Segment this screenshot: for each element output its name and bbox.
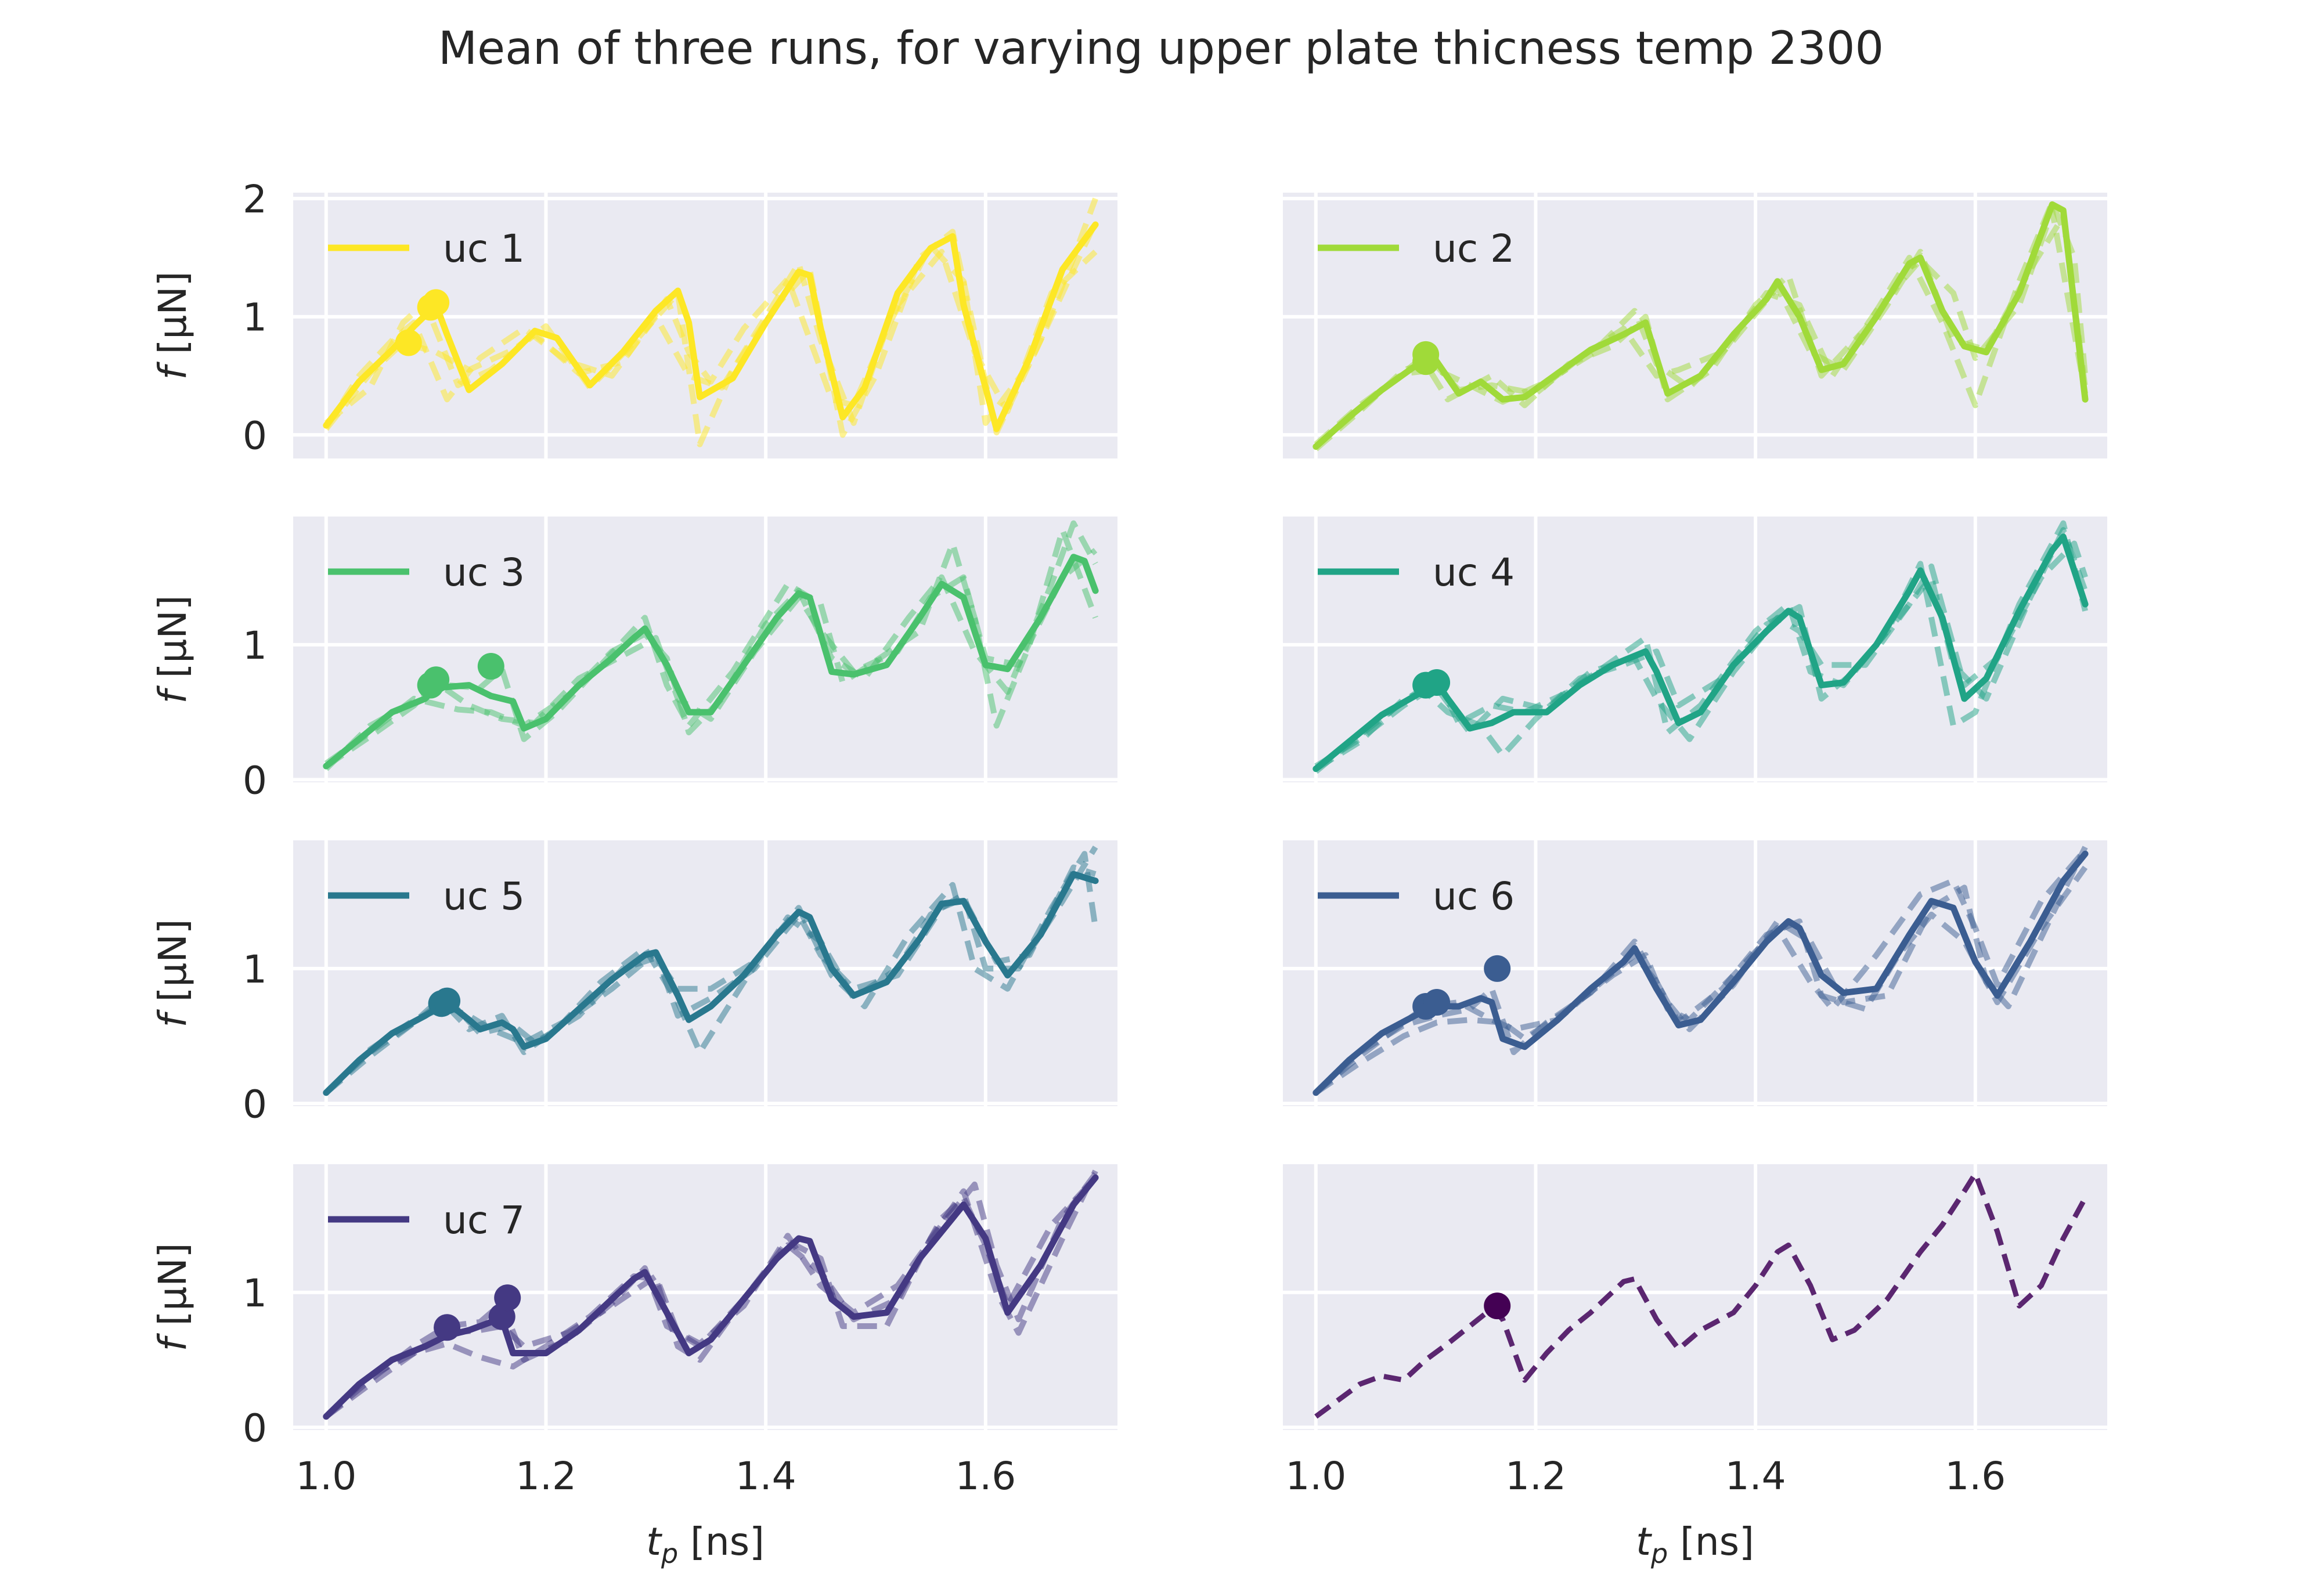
panel-row4-right: 1.0 1.2 1.4 1.6 tp [ns] [1283, 1164, 2107, 1569]
series-group [323, 520, 1099, 771]
y-axis-label: f [μN] [150, 1243, 195, 1351]
legend: uc 7 [328, 1198, 525, 1243]
legend: uc 4 [1318, 550, 1515, 595]
x-tick-label: 1.6 [1945, 1454, 2006, 1498]
fracture-marker [434, 987, 461, 1014]
fracture-marker [434, 1314, 461, 1341]
panels: 0 1 2 f [μN] uc 1 uc 2 0 1 f [μN] uc 3 uc 4 0 1 f [μN… [150, 177, 2107, 1569]
mean-line [1313, 850, 2089, 1096]
y-tick-label: 1 [243, 947, 267, 992]
panel-row1-right: uc 2 [1283, 193, 2107, 458]
fracture-marker [423, 666, 450, 694]
x-tick-label: 1.2 [515, 1454, 576, 1498]
y-tick-label: 0 [243, 1082, 267, 1126]
y-tick-label: 0 [243, 1406, 267, 1450]
y-tick-label: 2 [243, 177, 267, 222]
fracture-marker [1412, 341, 1440, 368]
panel-row4-left: 0 1 f [μN] 1.0 1.2 1.4 1.6 tp [ns] uc 7 [150, 1164, 1117, 1569]
run-3-line [324, 548, 1098, 769]
legend-label: uc 7 [443, 1198, 525, 1243]
plot-area [293, 1164, 1117, 1430]
x-axis-label: tp [ns] [1636, 1519, 1754, 1569]
run-1-line [323, 197, 1098, 447]
mean-all-dashed-line [1314, 1171, 2088, 1419]
series-group [1314, 1171, 2088, 1419]
panel-row2-left: 0 1 f [μN] uc 3 [150, 517, 1117, 803]
run-2-line [324, 248, 1098, 425]
x-tick-label: 1.6 [955, 1454, 1016, 1498]
x-tick-label: 1.4 [1725, 1454, 1786, 1498]
legend: uc 2 [1318, 226, 1515, 271]
legend-label: uc 4 [1433, 550, 1515, 595]
legend: uc 1 [328, 226, 525, 271]
plot-area [293, 517, 1117, 782]
y-axis-label: f [μN] [150, 595, 195, 703]
y-axis-label: f [μN] [150, 919, 195, 1027]
mean-line [323, 554, 1099, 770]
plot-area [1283, 840, 2107, 1106]
y-tick-label: 1 [243, 623, 267, 668]
legend: uc 3 [328, 550, 525, 595]
legend-label: uc 5 [443, 874, 525, 919]
fracture-marker [1423, 988, 1451, 1016]
fracture-marker [423, 289, 450, 316]
plot-area [293, 840, 1117, 1106]
legend: uc 6 [1318, 874, 1515, 919]
y-tick-label: 0 [243, 413, 267, 458]
fracture-marker [395, 329, 422, 356]
y-tick-label: 1 [243, 1271, 267, 1316]
x-tick-label: 1.4 [735, 1454, 796, 1498]
fracture-marker [1423, 669, 1451, 696]
panel-row1-left: 0 1 2 f [μN] uc 1 [150, 177, 1117, 458]
y-tick-label: 0 [243, 758, 267, 803]
mean-line [323, 221, 1099, 432]
legend-label: uc 6 [1433, 874, 1515, 919]
panel-row2-right: uc 4 [1283, 517, 2107, 782]
legend-label: uc 2 [1433, 226, 1515, 271]
x-tick-label: 1.2 [1505, 1454, 1566, 1498]
run-3-line [323, 221, 1098, 429]
x-axis-label: tp [ns] [646, 1519, 765, 1569]
x-tick-label: 1.0 [295, 1454, 356, 1498]
mean-line [1313, 533, 2089, 772]
mean-line [1313, 201, 2089, 450]
series-group [323, 845, 1099, 1096]
legend: uc 5 [328, 874, 525, 919]
series-group [1313, 199, 2089, 452]
y-axis-label: f [μN] [150, 271, 195, 380]
panel-row3-left: 0 1 f [μN] uc 5 [150, 840, 1117, 1126]
mean-line [323, 871, 1099, 1096]
plot-area [1283, 517, 2107, 782]
fracture-marker [1484, 955, 1511, 982]
legend-label: uc 3 [443, 550, 525, 595]
fracture-marker [477, 653, 504, 680]
mean-line [323, 1174, 1099, 1420]
fracture-marker [494, 1284, 521, 1312]
plot-area [293, 193, 1117, 458]
plot-area [1283, 1164, 2107, 1430]
panel-row3-right: uc 6 [1283, 840, 2107, 1106]
fracture-marker [1484, 1292, 1511, 1320]
plot-area [1283, 193, 2107, 458]
x-tick-label: 1.0 [1285, 1454, 1346, 1498]
run-1-line [1314, 199, 2089, 452]
series-group [323, 1169, 1099, 1420]
series-group [1313, 520, 2089, 774]
series-group [323, 197, 1099, 447]
legend-label: uc 1 [443, 226, 525, 271]
y-tick-label: 1 [243, 295, 267, 340]
series-group [1313, 846, 2089, 1096]
figure-title: Mean of three runs, for varying upper pl… [438, 23, 1884, 75]
